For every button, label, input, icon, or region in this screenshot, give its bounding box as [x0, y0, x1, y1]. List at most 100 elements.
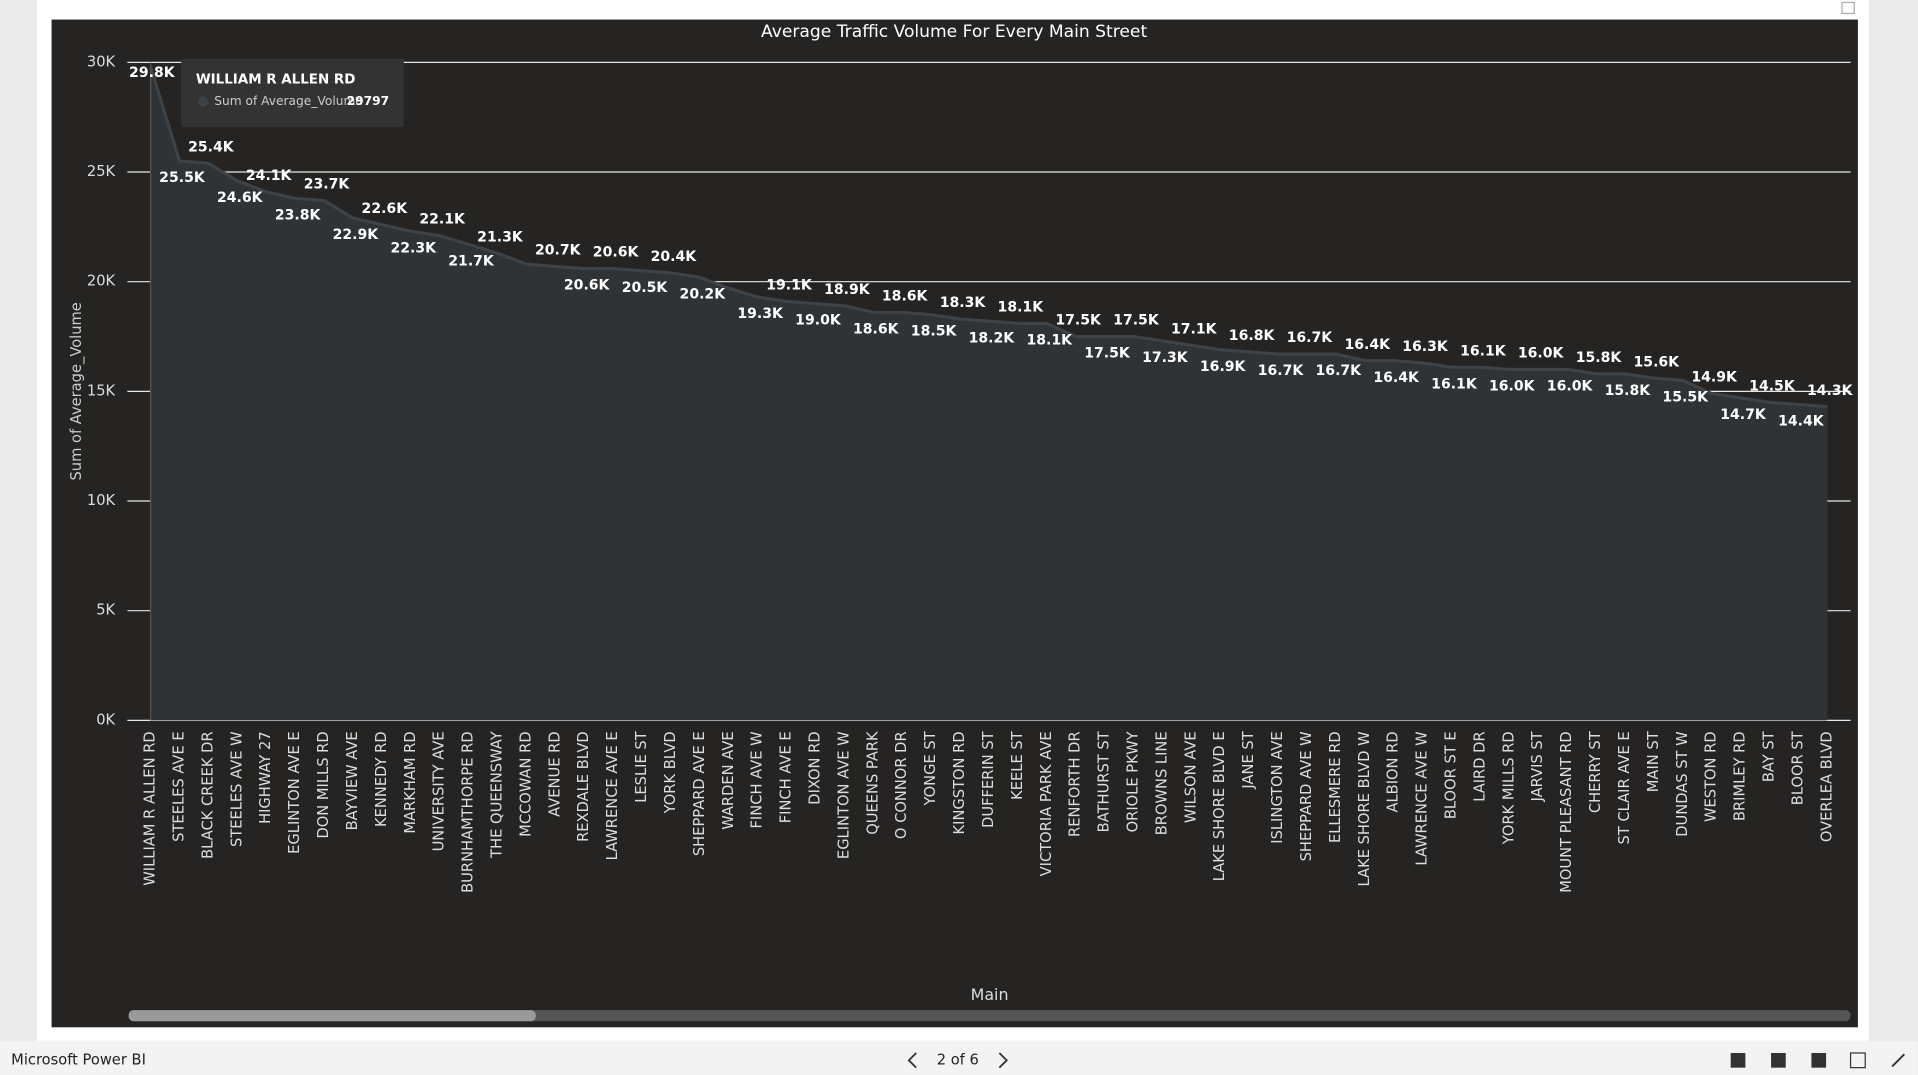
- x-tick-label: KENNEDY RD: [373, 731, 390, 827]
- data-label: 29.8K: [129, 65, 176, 81]
- y-tick-label: 0K: [96, 711, 115, 728]
- data-label: 16.7K: [1287, 330, 1334, 346]
- tooltip: WILLIAM R ALLEN RD Sum of Average_Volume…: [181, 58, 404, 128]
- x-tick-label: VICTORIA PARK AVE: [1038, 731, 1055, 876]
- x-tick-label: YORK MILLS RD: [1500, 731, 1517, 845]
- x-tick-label: DUNDAS ST W: [1674, 731, 1691, 837]
- data-label: 19.0K: [795, 313, 842, 329]
- data-label: 16.0K: [1518, 346, 1565, 362]
- data-label: 16.0K: [1547, 379, 1594, 395]
- x-tick-label: AVENUE RD: [546, 731, 563, 816]
- y-tick-label: 25K: [87, 163, 116, 180]
- x-tick-label: MAIN ST: [1645, 731, 1662, 792]
- scrollbar-thumb[interactable]: [128, 1010, 536, 1022]
- x-tick-label: KEELE ST: [1009, 731, 1026, 800]
- x-tick-label: JANE ST: [1240, 731, 1257, 789]
- focus-icon[interactable]: [1841, 1, 1855, 15]
- tooltip-series: Sum of Average_Volume: [214, 94, 363, 108]
- share-icon[interactable]: [1849, 1052, 1866, 1069]
- data-label: 20.7K: [535, 242, 582, 258]
- plot: 0K 5K 10K 15K 20K 25K 30K WILLIAM R ALLEN RD 29.…: [87, 53, 1854, 893]
- data-label: 16.7K: [1258, 363, 1305, 379]
- tooltip-title: WILLIAM R ALLEN RD: [196, 72, 356, 87]
- scrollbar-track[interactable]: [128, 1010, 1851, 1022]
- data-label: 18.2K: [969, 330, 1016, 346]
- x-tick-label: LAKE SHORE BLVD W: [1356, 731, 1373, 887]
- x-tick-label: WARDEN AVE: [720, 731, 737, 829]
- x-tick-label: EGLINTON AVE E: [286, 731, 303, 853]
- data-label: 15.5K: [1662, 390, 1709, 406]
- x-tick-label: HIGHWAY 27: [257, 731, 274, 824]
- data-label: 17.5K: [1055, 313, 1102, 329]
- linkedin-icon[interactable]: [1730, 1052, 1746, 1068]
- x-tick-label: ALBION RD: [1385, 731, 1402, 812]
- x-tick-label: LESLIE ST: [633, 731, 650, 802]
- data-label: 14.3K: [1807, 383, 1854, 399]
- x-tick-label: EGLINTON AVE W: [835, 731, 852, 859]
- x-tick-label: WILSON AVE: [1182, 731, 1199, 823]
- x-tick-label: FINCH AVE W: [749, 731, 766, 829]
- data-label: 24.6K: [217, 190, 264, 206]
- x-tick-label: STEELES AVE W: [228, 731, 245, 847]
- data-label: 18.3K: [940, 295, 987, 311]
- data-label: 21.7K: [448, 254, 495, 270]
- data-label: 24.1K: [246, 168, 293, 184]
- x-tick-label: OVERLEA BLVD: [1818, 731, 1835, 842]
- data-label: 20.4K: [651, 249, 698, 265]
- x-tick-label: FINCH AVE E: [778, 731, 795, 823]
- twitter-icon[interactable]: [1771, 1052, 1786, 1068]
- next-page[interactable]: [998, 1052, 1008, 1069]
- x-tick-label: WESTON RD: [1703, 731, 1720, 822]
- data-label: 25.4K: [188, 139, 235, 155]
- data-label: 20.5K: [622, 280, 669, 296]
- data-label: 20.2K: [680, 286, 727, 302]
- data-label: 16.7K: [1316, 363, 1363, 379]
- data-label: 22.9K: [333, 227, 380, 243]
- x-tick-label: WILLIAM R ALLEN RD: [142, 731, 159, 885]
- x-tick-label: KINGSTON RD: [951, 731, 968, 834]
- x-tick-label: JARVIS ST: [1529, 731, 1546, 802]
- y-tick-label: 30K: [87, 53, 116, 70]
- data-label: 17.1K: [1171, 321, 1218, 337]
- data-label: 16.0K: [1489, 379, 1536, 395]
- data-label: 17.5K: [1084, 346, 1131, 362]
- y-axis-title: Sum of Average_Volume: [68, 302, 85, 480]
- data-label: 25.5K: [159, 170, 206, 186]
- data-label: 14.7K: [1720, 407, 1767, 423]
- x-tick-label: BLOOR ST E: [1443, 731, 1460, 819]
- x-tick-label: THE QUEENSWAY: [489, 731, 506, 859]
- data-label: 19.1K: [766, 278, 813, 294]
- page-indicator: 2 of 6: [937, 1051, 979, 1068]
- data-label: 19.3K: [737, 306, 784, 322]
- data-label: 18.6K: [882, 288, 929, 304]
- data-label: 23.8K: [275, 207, 322, 223]
- x-tick-label: BATHURST ST: [1096, 731, 1113, 832]
- x-tick-label: ORIOLE PKWY: [1125, 731, 1142, 832]
- x-tick-label: LAIRD DR: [1471, 731, 1488, 801]
- data-label: 14.4K: [1778, 414, 1825, 430]
- line: [149, 66, 1828, 409]
- footer: [0, 1040, 1918, 1075]
- x-tick-label: UNIVERSITY AVE: [431, 731, 448, 851]
- x-tick-label: MARKHAM RD: [402, 731, 419, 833]
- x-tick-label: DIXON RD: [807, 731, 824, 804]
- data-label: 18.1K: [1026, 332, 1073, 348]
- x-axis-title: Main: [971, 985, 1009, 1004]
- x-tick-label: CHERRY ST: [1587, 731, 1604, 813]
- y-tick-label: 15K: [87, 382, 116, 399]
- x-tick-label: ISLINGTON AVE: [1269, 731, 1286, 843]
- fullscreen-icon[interactable]: [1891, 1053, 1906, 1068]
- x-tick-label: QUEENS PARK: [864, 731, 881, 835]
- y-tick-label: 10K: [87, 492, 116, 509]
- data-label: 17.3K: [1142, 350, 1189, 366]
- prev-page[interactable]: [907, 1052, 917, 1069]
- x-tick-label: ELLESMERE RD: [1327, 731, 1344, 843]
- brand: Microsoft Power BI: [11, 1051, 146, 1068]
- data-label: 18.6K: [853, 322, 900, 338]
- facebook-icon[interactable]: [1811, 1052, 1827, 1068]
- x-tick-label: RENFORTH DR: [1067, 731, 1084, 837]
- x-tick-label: BLACK CREEK DR: [199, 731, 216, 859]
- y-tick-label: 5K: [96, 602, 115, 619]
